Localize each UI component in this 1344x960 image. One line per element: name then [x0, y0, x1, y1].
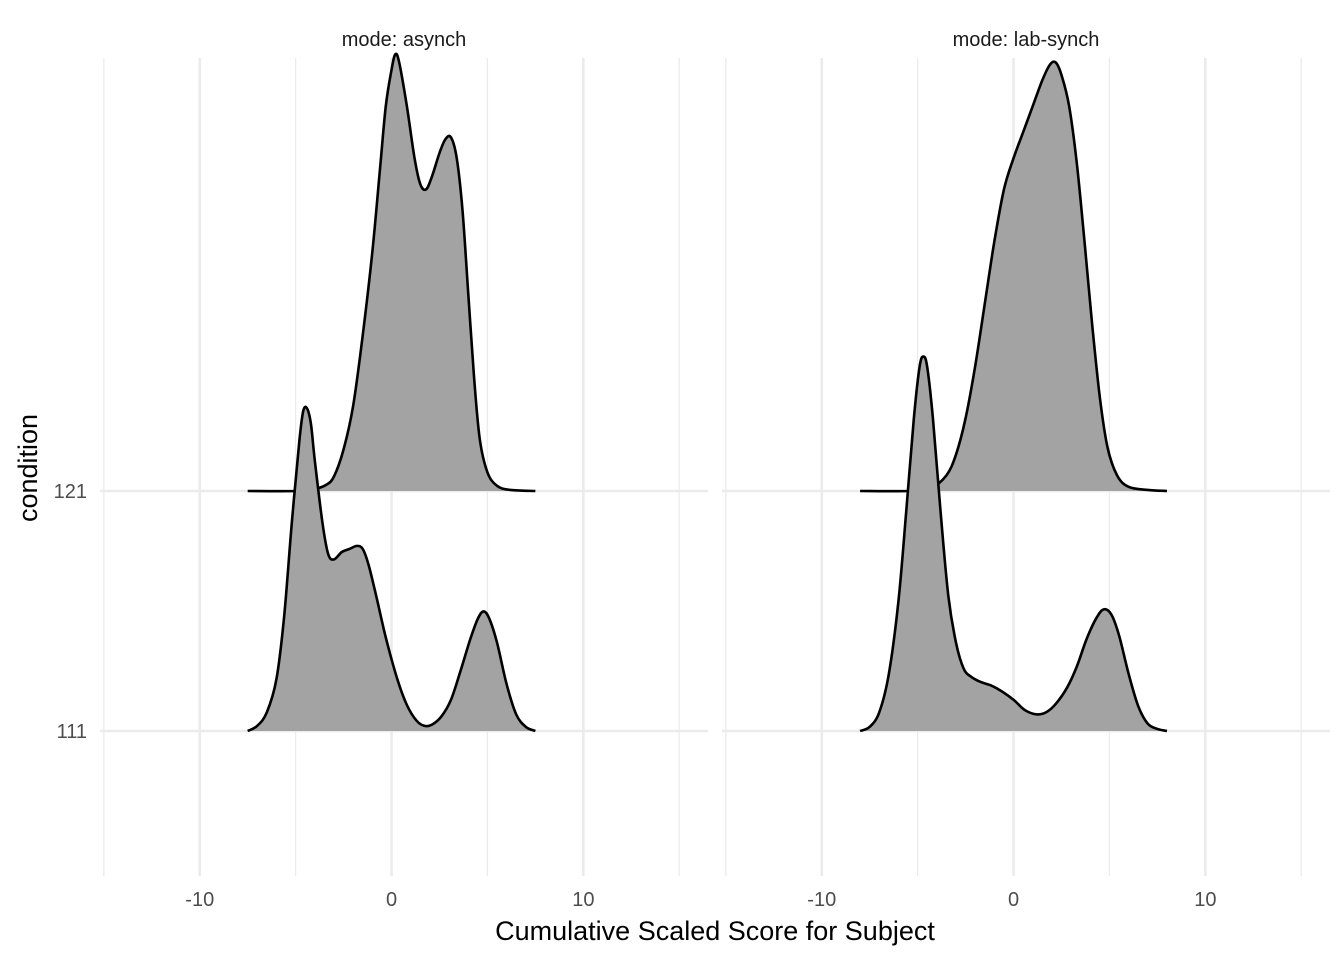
y-axis-title: condition — [13, 414, 43, 522]
y-tick-label: 111 — [57, 721, 87, 743]
x-tick-label: -10 — [185, 889, 214, 911]
x-tick-label: 10 — [1194, 889, 1216, 911]
x-tick-label: 0 — [1008, 889, 1019, 911]
facet-strip-label: mode: lab-synch — [953, 29, 1100, 51]
facet-panel: -10 0 10 mode: asynch — [100, 29, 708, 911]
ridge-outline — [247, 52, 536, 493]
facet-panel: -10 0 10 mode: lab-synch — [722, 29, 1330, 911]
ridge-outline — [860, 60, 1168, 493]
ridge-outline — [247, 405, 536, 733]
ridge-area — [860, 356, 1167, 731]
x-tick-label: -10 — [807, 889, 836, 911]
ridge-outline — [859, 355, 1168, 733]
panels-layer: -10 0 10 mode: asynch -10 0 10 mode: lab-synch 1… — [54, 29, 1330, 911]
ridge-area — [247, 53, 536, 492]
ridge-area — [247, 406, 536, 731]
x-axis-title: Cumulative Scaled Score for Subject — [495, 916, 935, 946]
y-tick-labels: 111 121 — [54, 481, 87, 743]
facet-strip-label: mode: asynch — [342, 29, 467, 51]
x-tick-label: 0 — [386, 889, 397, 911]
x-tick-label: 10 — [572, 889, 594, 911]
ridge-area — [860, 61, 1167, 492]
y-tick-label: 121 — [54, 481, 87, 503]
